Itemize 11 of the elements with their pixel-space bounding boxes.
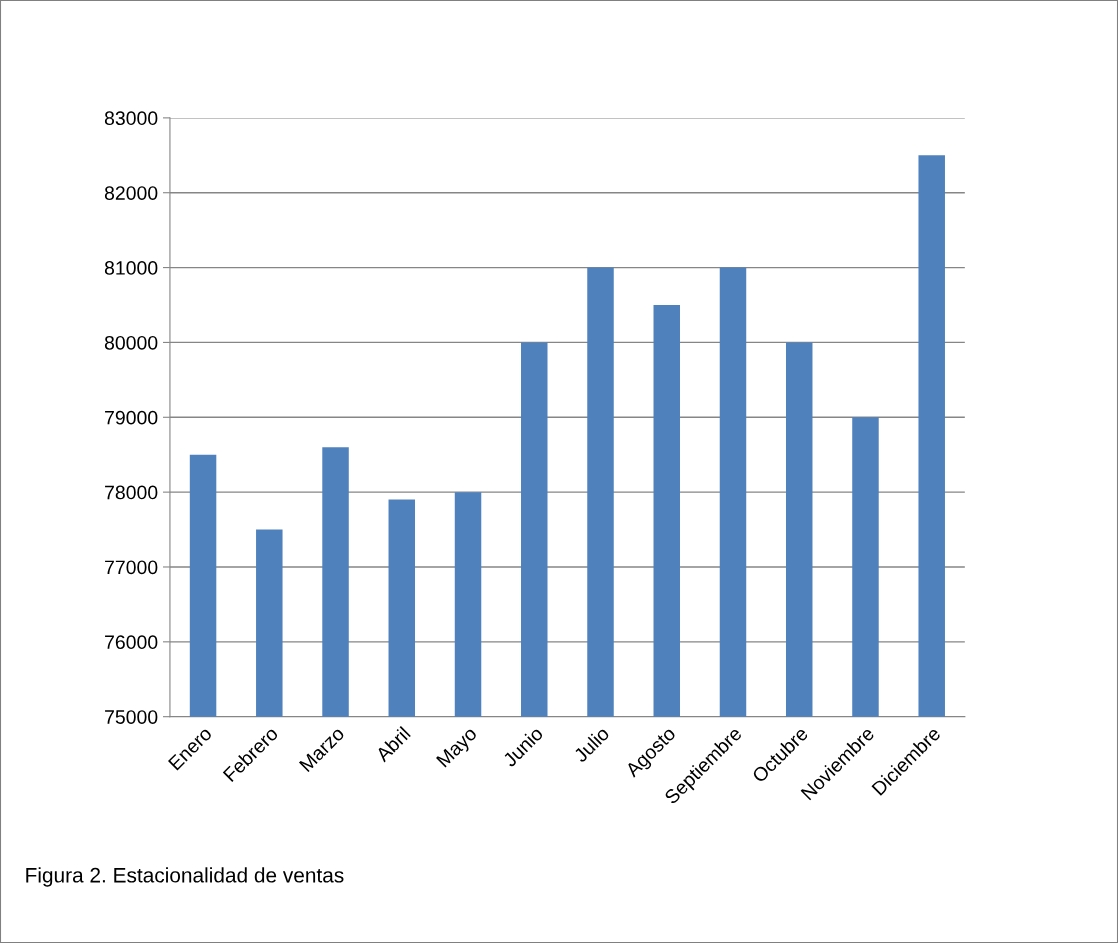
y-tick-label: 78000 [105,485,158,500]
y-tick-label: 77000 [105,560,158,575]
text: Figura 2. Estacionalidad de ventas [26,867,344,887]
y-tick-label: 82000 [104,186,158,200]
x-tick-label: Julio [572,725,611,764]
y-tick-label: 79000 [105,410,158,425]
y-tick-label: 76000 [105,635,158,650]
y-tick-label: 81000 [104,261,158,275]
y-tick-label: 75000 [105,710,158,724]
y-tick-label: 80000 [104,335,158,350]
y-tick-label: 83000 [104,111,158,126]
